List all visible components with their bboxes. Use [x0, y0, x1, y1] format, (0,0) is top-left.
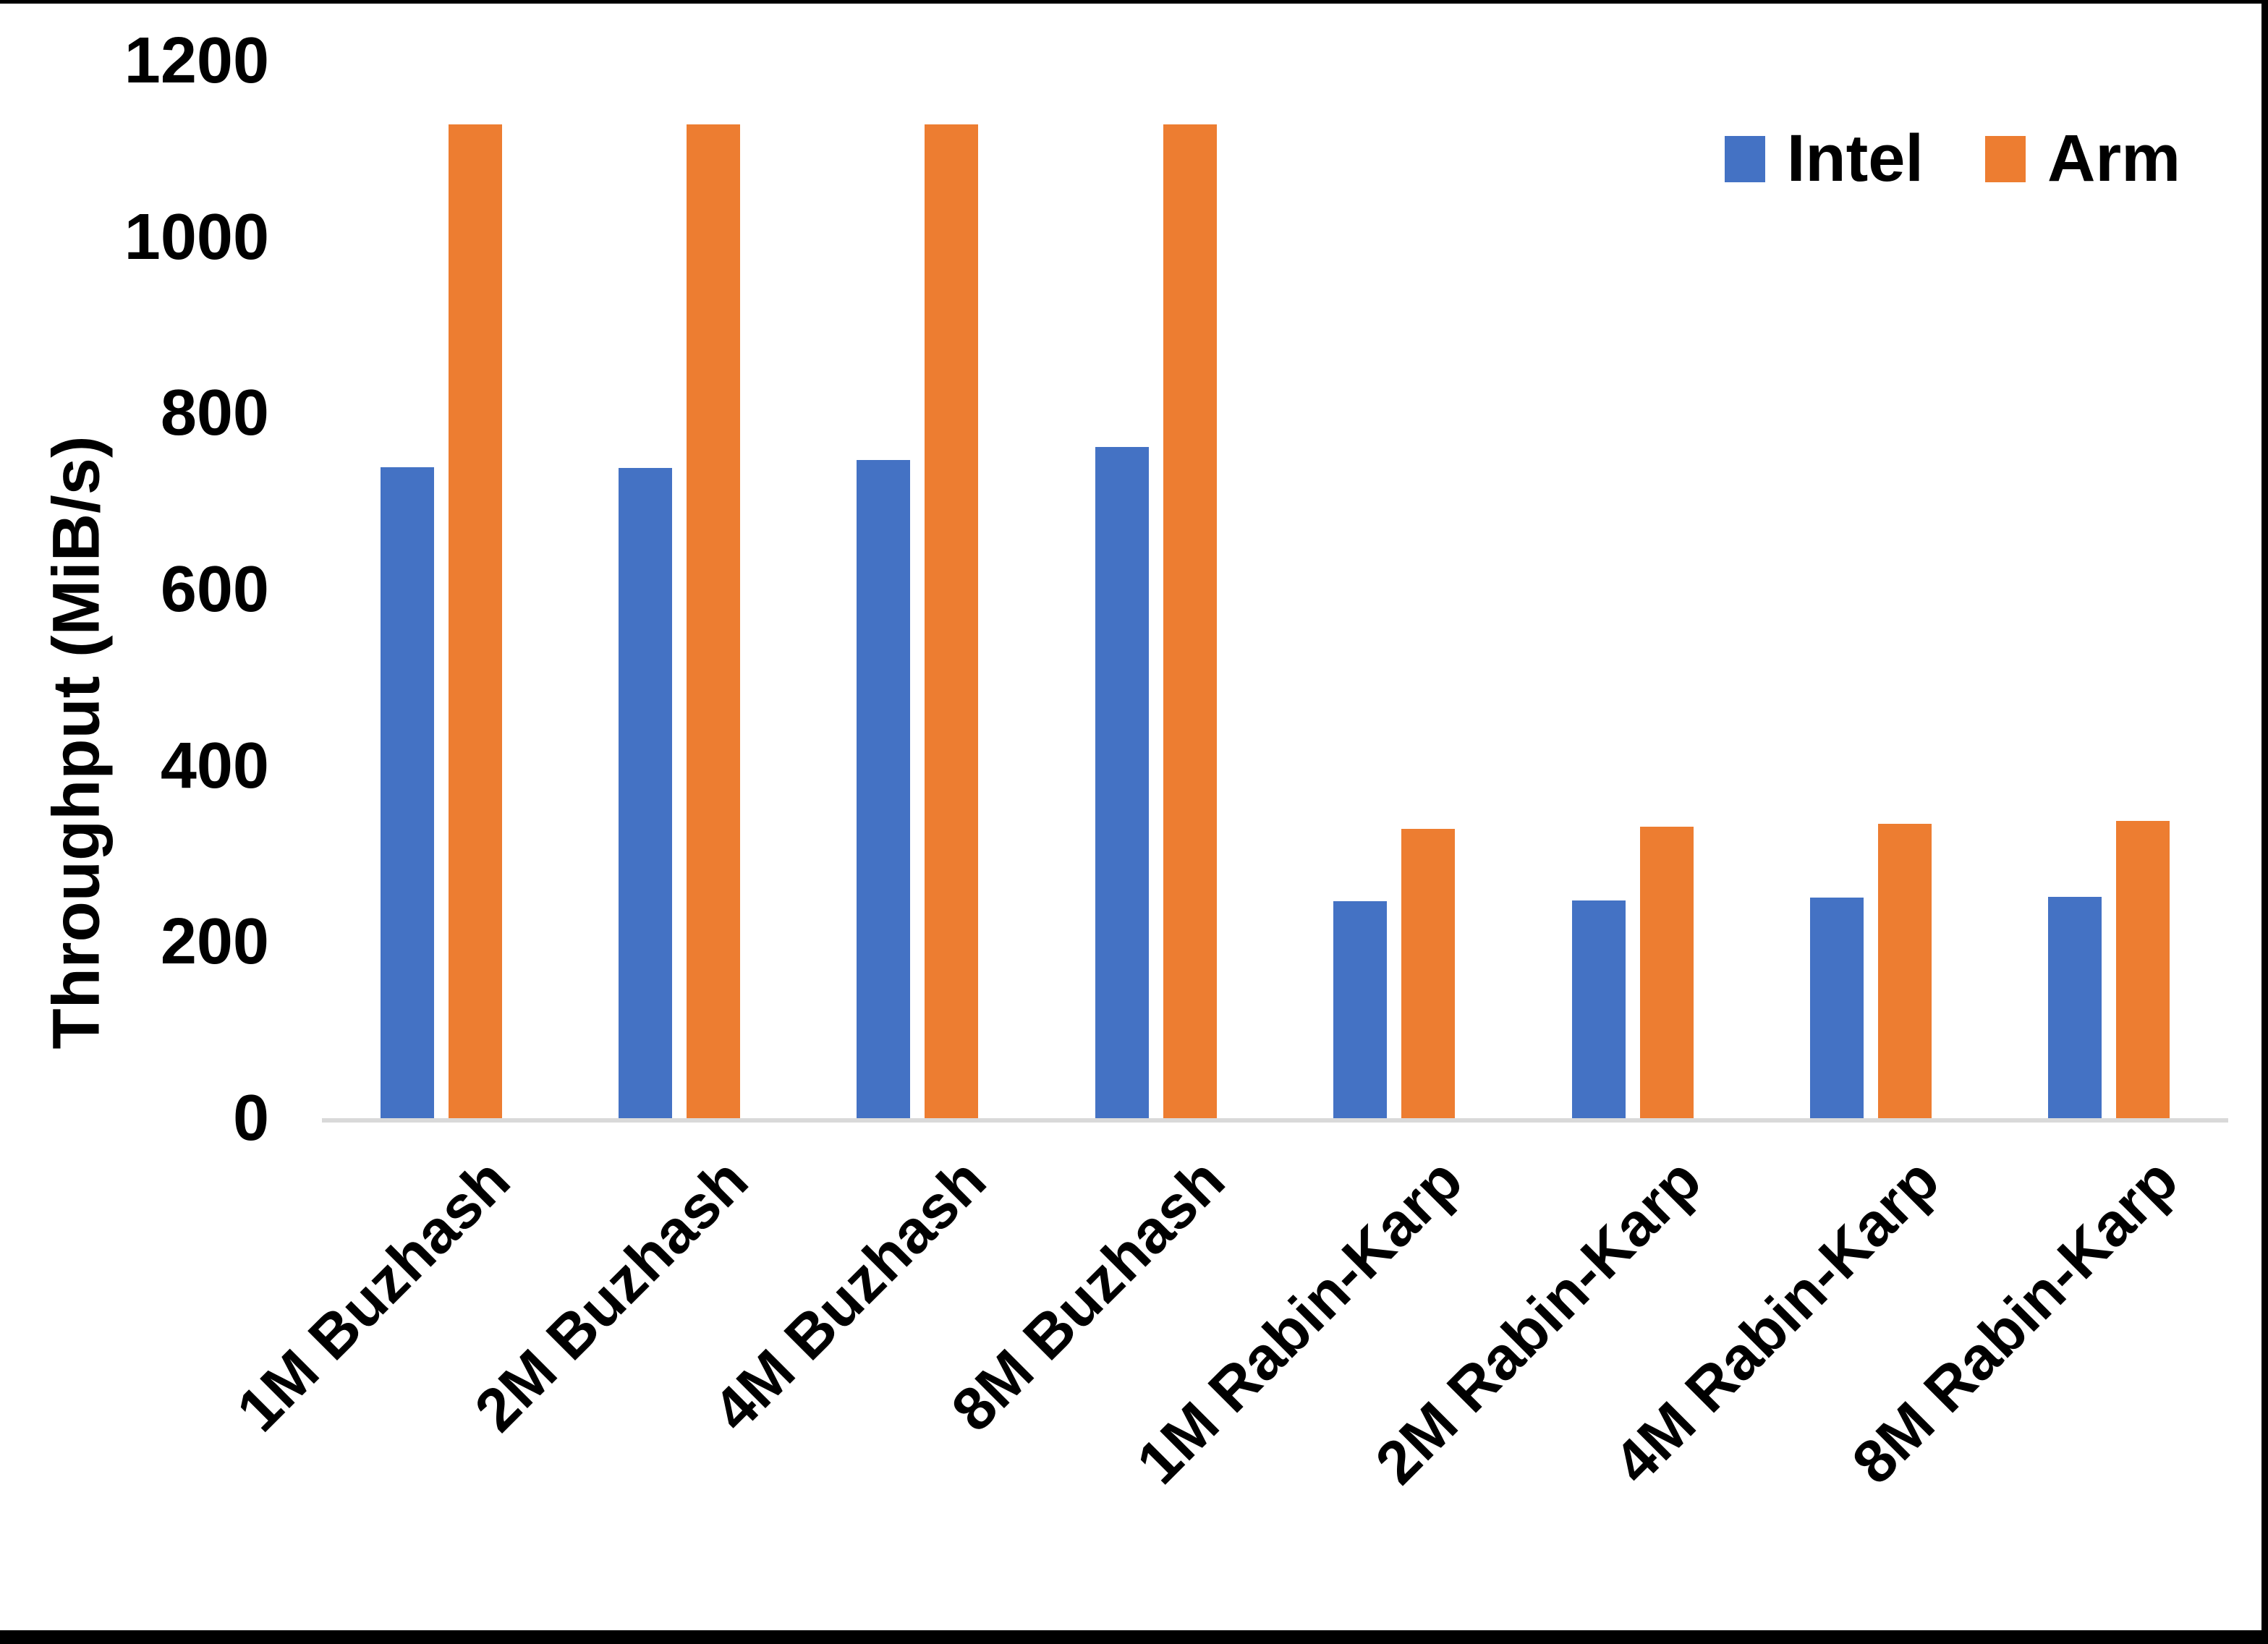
bar-intel-8m-rabin-karp: [2048, 897, 2102, 1118]
bar-arm-1m-rabin-karp: [1401, 829, 1456, 1118]
bar-group-8m-buzhash: [1037, 61, 1275, 1118]
bar-group-2m-buzhash: [560, 61, 798, 1118]
y-tick-label-0: 0: [232, 1082, 269, 1154]
bar-group-1m-rabin-karp: [1275, 61, 1513, 1118]
y-tick-label-200: 200: [160, 906, 269, 979]
bar-group-2m-rabin-karp: [1513, 61, 1751, 1118]
bar-arm-2m-rabin-karp: [1639, 826, 1694, 1118]
legend-label-arm: Arm: [2047, 122, 2180, 195]
bar-group-4m-buzhash: [799, 61, 1037, 1118]
bar-group-1m-buzhash: [322, 61, 560, 1118]
bar-intel-1m-buzhash: [380, 467, 434, 1118]
bar-intel-1m-rabin-karp: [1333, 901, 1388, 1118]
bar-arm-2m-buzhash: [687, 124, 741, 1118]
bar-group-8m-rabin-karp: [1990, 61, 2228, 1118]
y-tick-label-800: 800: [160, 377, 269, 450]
y-tick-label-600: 600: [160, 553, 269, 626]
bar-intel-4m-buzhash: [857, 459, 911, 1118]
bar-group-4m-rabin-karp: [1751, 61, 1989, 1118]
legend: Intel Arm: [1724, 121, 2180, 197]
bar-arm-8m-buzhash: [1163, 124, 1217, 1118]
legend-swatch-arm: [1984, 135, 2026, 182]
bar-intel-2m-buzhash: [619, 467, 673, 1118]
y-tick-label-1200: 1200: [124, 25, 269, 97]
bar-intel-2m-rabin-karp: [1571, 900, 1626, 1118]
y-tick-label-1000: 1000: [124, 200, 269, 273]
bar-arm-1m-buzhash: [448, 124, 502, 1118]
bar-arm-4m-rabin-karp: [1877, 824, 1932, 1118]
legend-label-intel: Intel: [1786, 122, 1924, 195]
bar-intel-4m-rabin-karp: [1809, 898, 1864, 1118]
bar-arm-8m-rabin-karp: [2116, 821, 2170, 1118]
y-tick-label-400: 400: [160, 729, 269, 802]
bar-intel-8m-buzhash: [1095, 446, 1149, 1118]
legend-swatch-intel: [1724, 135, 1765, 182]
plot-area: [322, 61, 2228, 1123]
bar-arm-4m-buzhash: [925, 124, 979, 1118]
legend-item-arm: Arm: [1984, 121, 2180, 197]
legend-item-intel: Intel: [1724, 121, 1924, 197]
